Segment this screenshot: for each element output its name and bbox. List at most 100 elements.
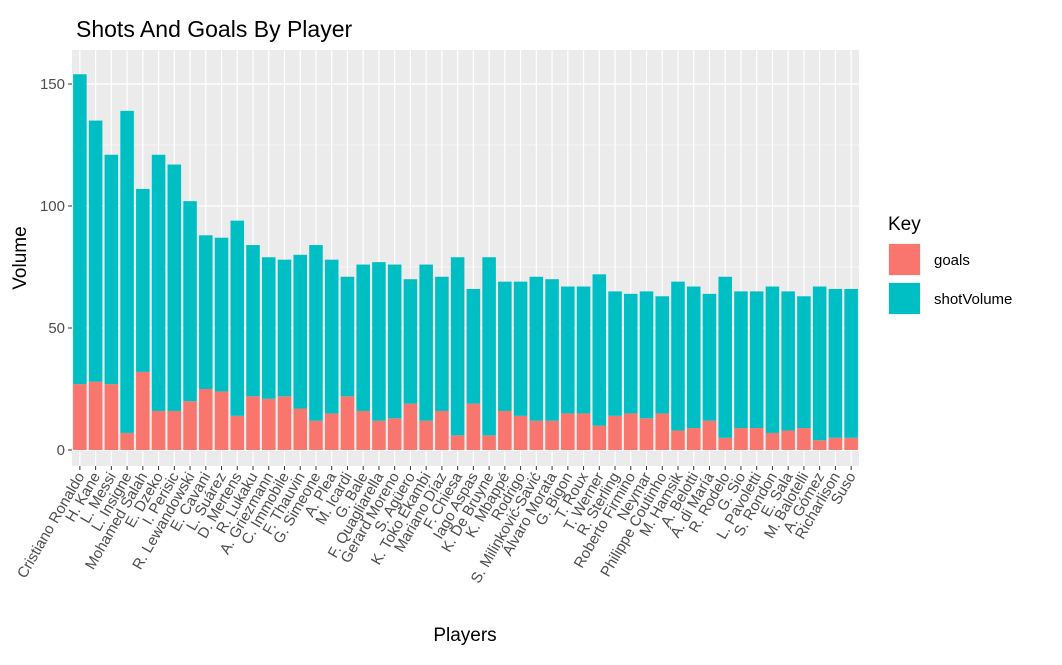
bar-shotVolume (372, 262, 386, 421)
bar-shotVolume (136, 188, 150, 372)
bar-shotVolume (702, 293, 717, 421)
bar-goals (104, 384, 119, 450)
bar-goals (387, 418, 402, 450)
bar-goals (372, 420, 386, 450)
bar-goals (781, 430, 795, 450)
bar-shotVolume (104, 154, 119, 385)
bar-shotVolume (419, 264, 433, 421)
bar-goals (639, 418, 654, 450)
bar-goals (608, 415, 622, 450)
bar-shotVolume (828, 288, 843, 438)
bar-goals (561, 413, 575, 450)
bar-shotVolume (576, 286, 591, 414)
bar-shotVolume (466, 288, 481, 404)
bar-goals (576, 413, 591, 450)
bar-goals (686, 428, 701, 450)
bar-shotVolume (482, 257, 496, 436)
bar-goals (513, 415, 528, 450)
bar-shotVolume (246, 245, 260, 397)
bar-goals (498, 410, 512, 450)
bar-shotVolume (167, 164, 182, 411)
bar-goals (356, 410, 370, 450)
bar-goals (277, 396, 292, 450)
bar-shotVolume (561, 286, 575, 414)
x-axis-title: Players (433, 625, 496, 646)
bar-goals (797, 428, 811, 450)
bar-shotVolume (498, 281, 512, 411)
bar-shotVolume (356, 264, 370, 411)
bar-goals (136, 371, 150, 450)
bar-goals (466, 403, 481, 450)
bar-shotVolume (183, 201, 197, 402)
legend-label: shotVolume (934, 291, 1012, 308)
legend-title: Key (888, 214, 921, 235)
bar-goals (230, 415, 245, 450)
legend-label: goals (934, 252, 970, 269)
bar-goals (183, 401, 197, 450)
bar-shotVolume (214, 237, 229, 392)
chart-title: Shots And Goals By Player (76, 16, 352, 42)
bar-shotVolume (435, 276, 449, 411)
legend-swatch (889, 244, 920, 275)
bar-shotVolume (120, 110, 134, 433)
bar-shotVolume (844, 288, 858, 438)
bar-goals (88, 381, 103, 450)
y-axis: 0 50 100 150 (40, 76, 72, 459)
bar-shotVolume (781, 291, 795, 431)
bar-goals (624, 413, 638, 450)
bar-shotVolume (277, 259, 292, 397)
bar-shotVolume (513, 281, 528, 416)
bar-shotVolume (403, 279, 418, 404)
bar-shotVolume (655, 296, 670, 414)
bar-goals (419, 420, 433, 450)
bar-goals (403, 403, 418, 450)
bar-goals (73, 384, 87, 450)
bar-goals (435, 410, 449, 450)
bar-shotVolume (324, 259, 339, 414)
bar-shotVolume (812, 286, 827, 441)
bar-shotVolume (450, 257, 465, 436)
bar-goals (749, 428, 764, 450)
bar-shotVolume (592, 274, 607, 426)
y-tick-label: 0 (57, 442, 65, 459)
bar-shotVolume (624, 293, 638, 414)
bar-goals (655, 413, 670, 450)
bar-shotVolume (749, 291, 764, 429)
bar-goals (592, 425, 607, 450)
bar-goals (702, 420, 717, 450)
bar-goals (718, 437, 732, 450)
y-axis-title: Volume (10, 226, 31, 289)
bar-goals (529, 420, 544, 450)
bar-goals (261, 398, 276, 450)
bar-shotVolume (151, 154, 166, 411)
bar-goals (293, 408, 307, 450)
bar-shotVolume (671, 281, 685, 431)
bar-shotVolume (765, 286, 780, 433)
legend-swatch (889, 283, 920, 314)
bar-shotVolume (797, 296, 811, 429)
bar-shotVolume (686, 286, 701, 429)
bar-shotVolume (73, 74, 87, 385)
bar-goals (734, 428, 748, 450)
bar-goals (167, 410, 182, 450)
bar-goals (765, 432, 780, 450)
y-tick-label: 100 (40, 198, 65, 215)
bar-shotVolume (309, 245, 323, 421)
bar-goals (214, 391, 229, 450)
bar-shotVolume (734, 291, 748, 429)
bar-goals (482, 435, 496, 450)
bar-shotVolume (261, 257, 276, 399)
bar-goals (545, 420, 559, 450)
bar-goals (812, 440, 827, 450)
bar-goals (671, 430, 685, 450)
bar-goals (151, 410, 166, 450)
bar-goals (199, 389, 213, 450)
bar-goals (828, 437, 843, 450)
legend: Key goals shotVolume (888, 214, 1012, 315)
bar-goals (246, 396, 260, 450)
x-tick-label: Cristiano Ronaldo (14, 470, 88, 582)
bar-shotVolume (608, 291, 622, 416)
y-tick-label: 50 (48, 320, 65, 337)
